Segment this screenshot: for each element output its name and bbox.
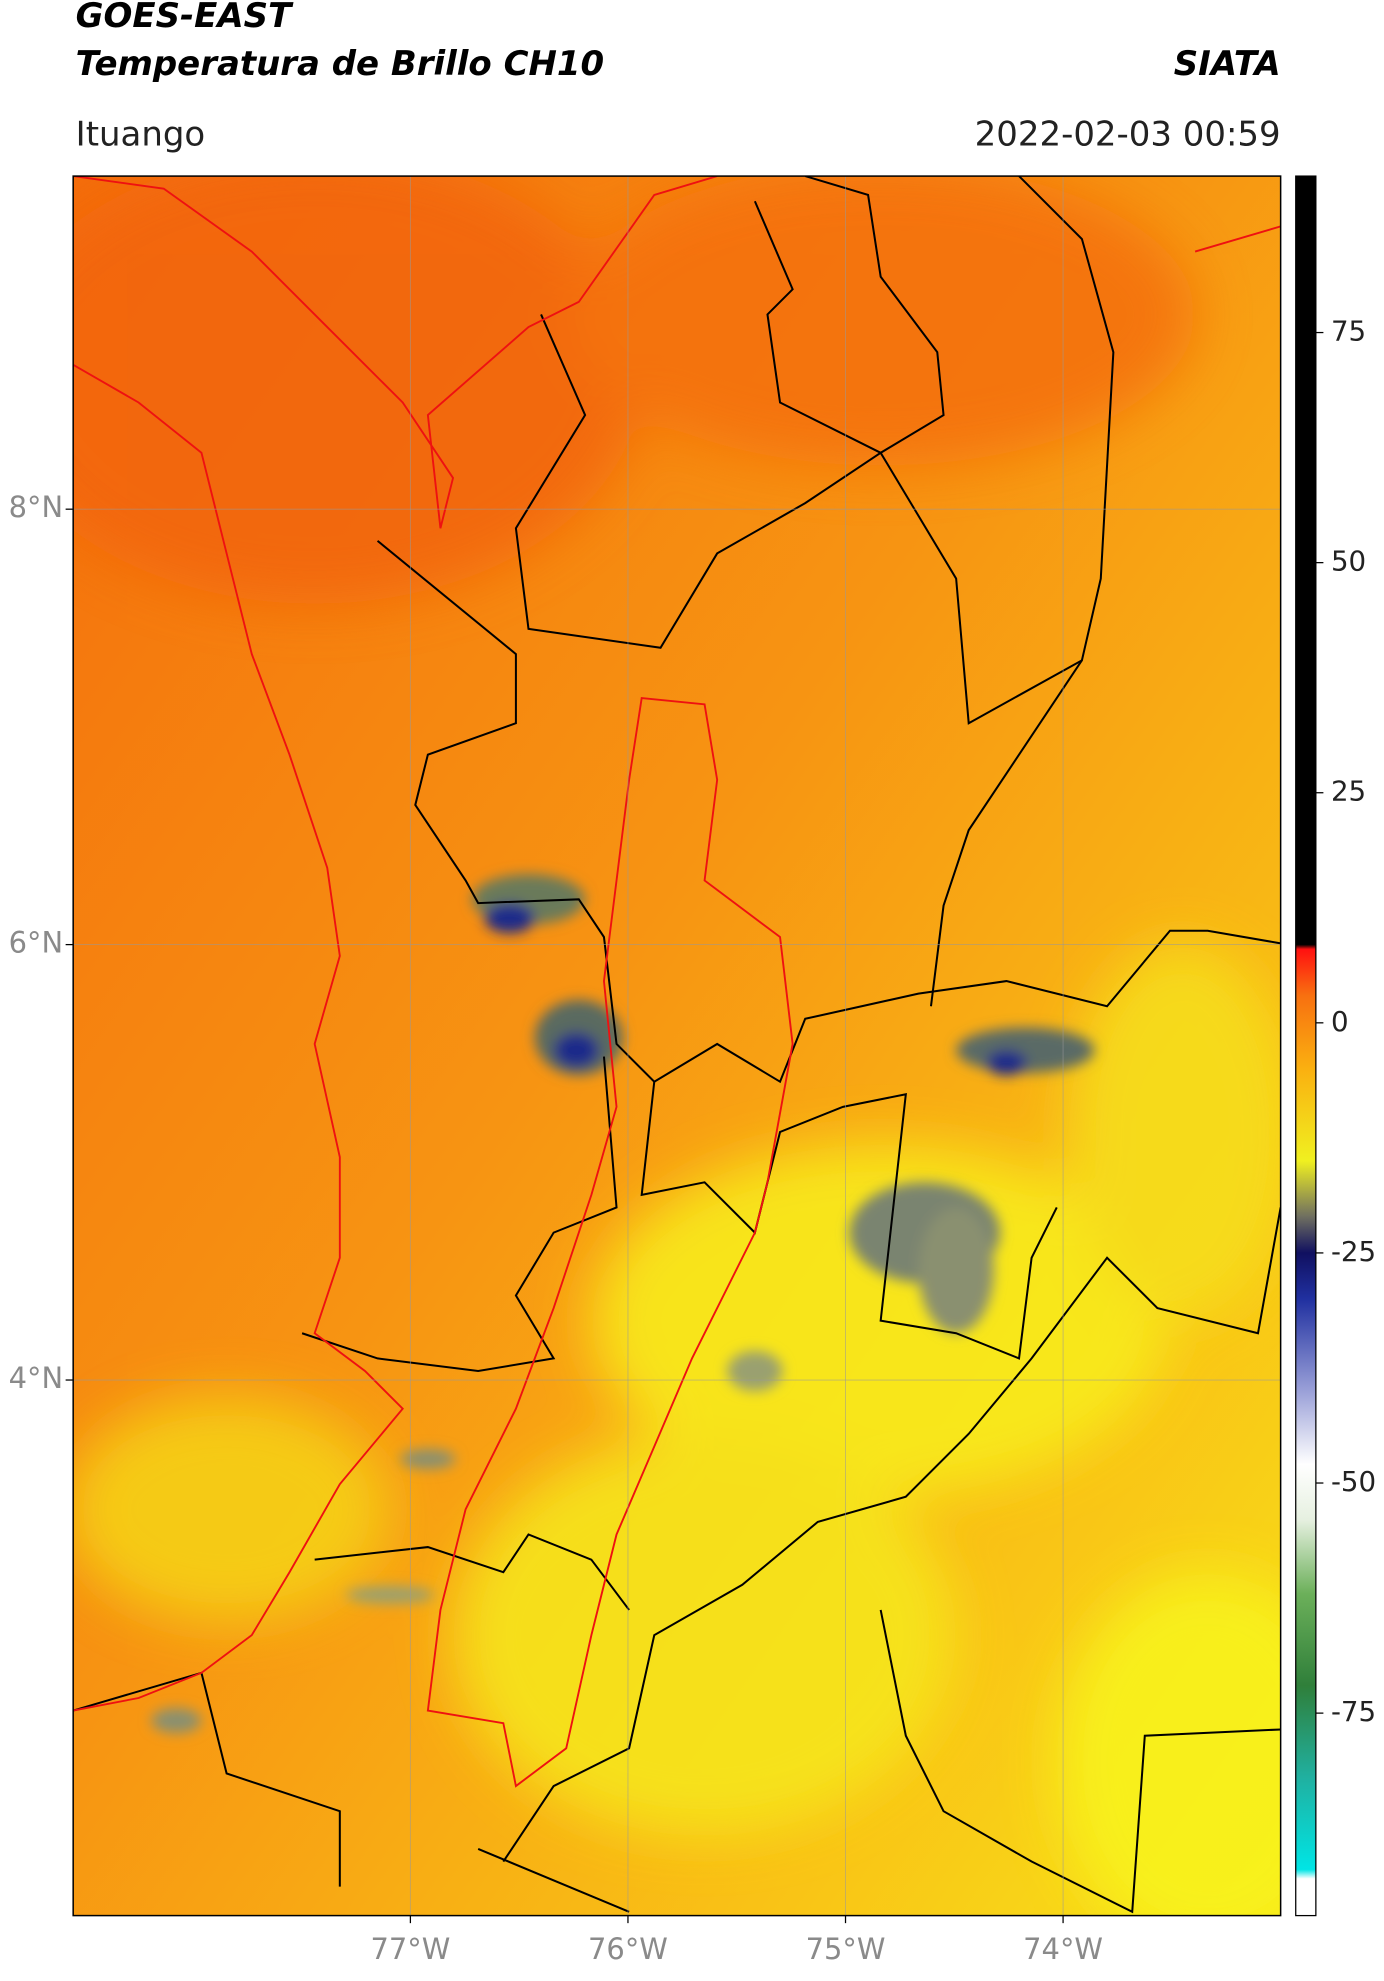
colorbar bbox=[1295, 175, 1317, 1917]
colorbar-tick-label: 25 bbox=[1331, 775, 1366, 808]
y-tick-label: 6°N bbox=[9, 926, 63, 960]
source: SIATA bbox=[1174, 44, 1281, 84]
colorbar-tick-label: 75 bbox=[1331, 315, 1366, 348]
colorbar-tick-label: -50 bbox=[1331, 1465, 1376, 1498]
subtitle: Temperatura de Brillo CH10 bbox=[76, 44, 604, 84]
x-tick-label: 77°W bbox=[370, 1932, 450, 1966]
colorbar-tick-label: 0 bbox=[1331, 1005, 1349, 1038]
axes: 77°W 76°W 75°W 74°W 8°N 6°N 4°N bbox=[9, 176, 1281, 1966]
colorbar-tick-label: 50 bbox=[1331, 545, 1366, 578]
map-frame bbox=[72, 175, 1282, 1917]
x-tick-label: 74°W bbox=[1023, 1932, 1103, 1966]
y-tick-label: 8°N bbox=[9, 490, 63, 524]
colorbar-tick-label: -75 bbox=[1331, 1695, 1376, 1728]
location: Ituango bbox=[76, 114, 206, 154]
y-tick-label: 4°N bbox=[9, 1361, 63, 1395]
admin-boundaries bbox=[73, 176, 1281, 1914]
x-tick-label: 75°W bbox=[806, 1932, 886, 1966]
map-image bbox=[73, 176, 1281, 1916]
x-tick-label: 76°W bbox=[588, 1932, 668, 1966]
datetime: 2022-02-03 00:59 bbox=[975, 114, 1281, 154]
title: GOES-EAST bbox=[76, 0, 294, 36]
colorbar-tick-label: -25 bbox=[1331, 1235, 1376, 1268]
coast-and-region bbox=[73, 176, 1281, 1788]
